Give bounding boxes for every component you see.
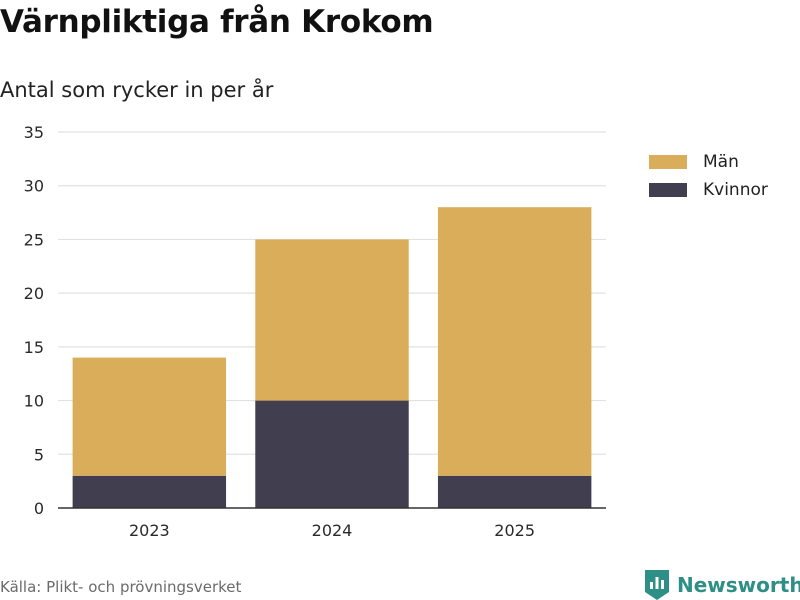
bar-2024-män	[255, 239, 409, 401]
chart-subtitle: Antal som rycker in per år	[0, 78, 274, 102]
y-tick-label: 15	[24, 338, 44, 357]
legend-swatch-men	[649, 155, 687, 169]
legend-item-women: Kvinnor	[649, 176, 768, 204]
y-tick-label: 5	[34, 445, 44, 464]
chart-title: Värnpliktiga från Krokom	[0, 4, 434, 40]
legend-swatch-women	[649, 183, 687, 197]
y-tick-label: 0	[34, 499, 44, 518]
brand-logo: Newsworthy	[645, 570, 800, 600]
bar-2024-kvinnor	[255, 400, 409, 508]
legend: Män Kvinnor	[649, 148, 768, 204]
y-tick-label: 35	[24, 123, 44, 142]
legend-item-men: Män	[649, 148, 768, 176]
newsworthy-logo-icon	[645, 570, 669, 600]
y-tick-label: 30	[24, 177, 44, 196]
bar-2025-kvinnor	[437, 475, 592, 508]
bar-2023-kvinnor	[72, 475, 227, 508]
brand-name: Newsworthy	[677, 573, 800, 597]
legend-label-men: Män	[703, 152, 739, 172]
bar-2023-män	[72, 357, 227, 476]
x-tick-label: 2025	[494, 521, 535, 540]
bar-2025-män	[437, 207, 592, 476]
x-tick-label: 2023	[129, 521, 170, 540]
y-tick-label: 10	[24, 392, 44, 411]
source-note: Källa: Plikt- och prövningsverket	[0, 578, 242, 596]
legend-label-women: Kvinnor	[703, 180, 768, 200]
x-tick-label: 2024	[312, 521, 353, 540]
y-tick-label: 25	[24, 230, 44, 249]
y-tick-label: 20	[24, 284, 44, 303]
